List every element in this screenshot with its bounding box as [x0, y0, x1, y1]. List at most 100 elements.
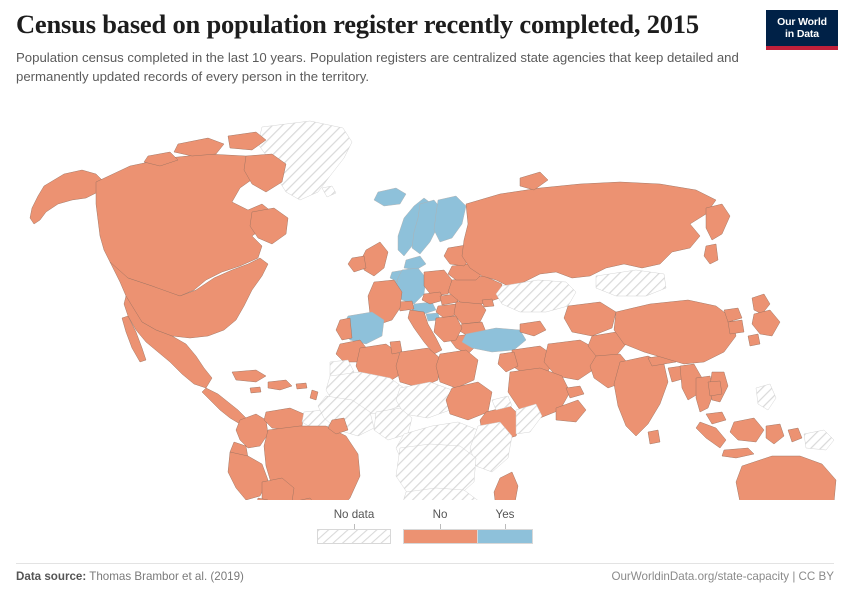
region-ireland[interactable]: [347, 255, 367, 273]
region-denmark[interactable]: [403, 255, 427, 271]
legend-item-yes[interactable]: Yes: [477, 508, 533, 529]
region-alaska[interactable]: [29, 169, 105, 225]
legend-item-no[interactable]: No: [403, 508, 477, 529]
region-czechia[interactable]: [421, 291, 445, 305]
region-cambodia-laos[interactable]: [707, 380, 723, 397]
region-iran[interactable]: [543, 339, 599, 381]
chart-header: Census based on population register rece…: [16, 9, 834, 86]
region-southern-africa[interactable]: [400, 487, 480, 500]
legend-tick-yes: [504, 524, 506, 529]
region-sulawesi[interactable]: [765, 423, 785, 445]
region-mexico[interactable]: [123, 295, 213, 389]
hatch-pattern-icon: [318, 530, 390, 543]
region-poland[interactable]: [423, 269, 453, 297]
region-east-africa[interactable]: [469, 421, 513, 473]
region-moldova[interactable]: [481, 298, 495, 308]
region-egypt[interactable]: [435, 349, 479, 389]
region-italy[interactable]: [407, 309, 443, 355]
owid-logo[interactable]: Our World in Data: [766, 10, 838, 50]
footer-credit[interactable]: OurWorldinData.org/state-capacity | CC B…: [611, 570, 834, 583]
chart-footer: Data source: Thomas Brambor et al. (2019…: [16, 570, 834, 592]
region-baja[interactable]: [121, 315, 147, 363]
region-caucasus[interactable]: [519, 320, 547, 337]
region-malaysia[interactable]: [705, 411, 727, 425]
region-paraguay[interactable]: [292, 497, 318, 500]
legend-color-bar[interactable]: [403, 529, 533, 544]
region-sudan[interactable]: [445, 381, 493, 421]
region-australia[interactable]: [735, 455, 837, 500]
legend-label-no: No: [432, 508, 448, 521]
legend-inner: No data: [317, 508, 533, 544]
region-puerto-rico[interactable]: [295, 382, 308, 390]
region-north-korea[interactable]: [723, 307, 743, 323]
region-israel-jordan[interactable]: [497, 351, 519, 373]
region-cuba[interactable]: [231, 369, 267, 383]
region-central-asia-stans[interactable]: [563, 301, 617, 337]
region-sri-lanka[interactable]: [647, 429, 661, 445]
region-japan-honshu[interactable]: [751, 309, 781, 337]
region-canada-arctic-1[interactable]: [173, 137, 225, 157]
region-south-korea[interactable]: [727, 319, 745, 335]
region-liberia[interactable]: [327, 417, 349, 435]
region-west-africa-coast[interactable]: [317, 395, 375, 437]
legend-swatch-no-data[interactable]: [317, 529, 391, 544]
region-kamchatka[interactable]: [705, 203, 731, 241]
region-balkans[interactable]: [433, 315, 463, 343]
region-novaya-zemlya[interactable]: [519, 171, 549, 191]
region-jamaica[interactable]: [249, 386, 262, 394]
map-legend: No data: [0, 508, 850, 556]
region-bolivia[interactable]: [261, 477, 295, 500]
legend-item-no-data[interactable]: No data: [317, 508, 391, 544]
region-france[interactable]: [367, 279, 403, 325]
region-russia[interactable]: [461, 181, 717, 287]
region-iceland-ext[interactable]: [321, 185, 337, 198]
region-chile[interactable]: [254, 497, 276, 500]
region-congo-basin[interactable]: [395, 443, 477, 500]
region-libya[interactable]: [395, 347, 441, 389]
data-source: Data source: Thomas Brambor et al. (2019…: [16, 570, 244, 583]
region-hispaniola[interactable]: [267, 379, 293, 391]
region-sakhalin[interactable]: [703, 243, 719, 265]
region-canada-labrador[interactable]: [249, 207, 289, 245]
owid-logo-line1: Our World: [777, 15, 827, 28]
region-united-kingdom[interactable]: [361, 241, 389, 277]
region-papua-new-guinea[interactable]: [803, 429, 835, 451]
region-maluku[interactable]: [787, 427, 803, 443]
region-eritrea-djibouti[interactable]: [491, 395, 513, 411]
region-iceland[interactable]: [373, 187, 407, 207]
region-canada-arctic-3[interactable]: [143, 151, 179, 167]
region-kazakhstan[interactable]: [495, 279, 577, 313]
region-madagascar[interactable]: [493, 471, 519, 500]
world-map-svg[interactable]: [0, 100, 850, 500]
region-india[interactable]: [613, 355, 669, 437]
legend-swatch-no[interactable]: [403, 529, 477, 544]
region-china[interactable]: [613, 299, 737, 365]
region-niger-chad[interactable]: [395, 381, 453, 419]
world-map[interactable]: [0, 100, 850, 500]
region-finland[interactable]: [433, 195, 467, 243]
region-colombia[interactable]: [235, 413, 269, 449]
region-uae-qatar[interactable]: [565, 385, 585, 399]
chart-subtitle: Population census completed in the last …: [16, 49, 739, 84]
region-mongolia[interactable]: [595, 269, 667, 297]
region-portugal[interactable]: [335, 317, 353, 341]
region-borneo[interactable]: [729, 417, 765, 443]
region-java[interactable]: [721, 447, 755, 459]
region-canada-arctic-2[interactable]: [227, 131, 267, 151]
region-peru[interactable]: [227, 451, 269, 500]
data-source-prefix: Data source:: [16, 570, 87, 583]
region-horn-somalia[interactable]: [515, 403, 543, 435]
map-regions[interactable]: [29, 120, 850, 500]
region-japan[interactable]: [751, 293, 771, 315]
region-philippines[interactable]: [755, 383, 777, 411]
region-japan-kyushu[interactable]: [747, 333, 761, 347]
region-yemen-oman[interactable]: [555, 399, 587, 423]
region-canada-baffin[interactable]: [243, 153, 287, 193]
legend-scale: No Yes: [403, 508, 533, 544]
legend-swatch-yes[interactable]: [477, 529, 533, 544]
region-sumatra[interactable]: [695, 421, 727, 449]
footer-divider: [16, 563, 834, 564]
region-central-america[interactable]: [201, 387, 247, 425]
region-lesser-antilles[interactable]: [309, 389, 319, 401]
region-hungary[interactable]: [435, 303, 461, 319]
